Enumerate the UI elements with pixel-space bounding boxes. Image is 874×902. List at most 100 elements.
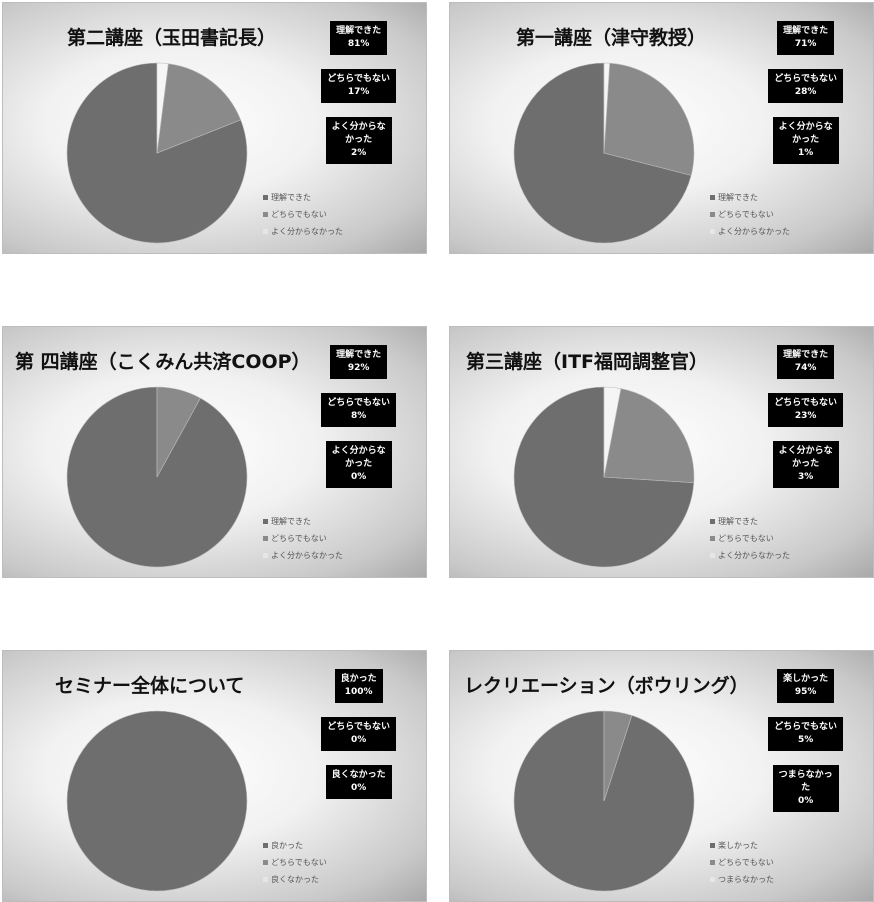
data-labels: 理解できた 92% どちらでもない 8% よく分からな かった 0%: [321, 345, 396, 488]
data-label-1: どちらでもない 8%: [321, 393, 396, 427]
legend-swatch: [263, 519, 268, 524]
legend-label: 良くなかった: [271, 875, 319, 884]
legend-label: どちらでもない: [718, 210, 774, 219]
legend-label: 理解できた: [718, 517, 758, 526]
chart-panel-4: セミナー全体について 良かった 100% どちらでもない 0% 良くなかった 0% 良かったど…: [2, 650, 427, 902]
legend-entry: どちらでもない: [710, 854, 774, 871]
data-label-value: 2%: [350, 148, 367, 158]
data-label-1: どちらでもない 28%: [768, 69, 843, 103]
legend-label: よく分からなかった: [271, 551, 343, 560]
legend-entry: よく分からなかった: [263, 547, 343, 564]
data-label-text: つまらなかっ: [778, 770, 833, 780]
legend: 良かったどちらでもない 良くなかった: [263, 837, 327, 888]
data-labels: 理解できた 71% どちらでもない 28% よく分からな かった 1%: [768, 21, 843, 164]
pie-slice-0: [66, 386, 248, 568]
legend-label: 理解できた: [718, 193, 758, 202]
legend-entry: よく分からなかった: [710, 547, 790, 564]
legend-swatch: [710, 519, 715, 524]
data-label-text: かった: [792, 459, 820, 469]
legend: 理解できた どちらでもない よく分からなかった: [263, 189, 343, 240]
chart-title: セミナー全体について: [55, 675, 245, 697]
data-label-value: 5%: [797, 735, 814, 745]
data-label-0: 良かった 100%: [334, 669, 383, 703]
data-label-0: 理解できた 74%: [777, 345, 835, 379]
data-labels: 楽しかった 95% どちらでもない 5% つまらなかった 0%: [768, 669, 843, 812]
data-label-text: よく分からな: [331, 122, 386, 132]
data-label-text: 良かった: [340, 674, 377, 684]
data-label-2: 良くなかった 0%: [325, 765, 392, 799]
data-label-value: 95%: [794, 687, 817, 697]
data-labels: 理解できた 74% どちらでもない 23% よく分からな かった 3%: [768, 345, 843, 488]
data-label-2: よく分からな かった 0%: [325, 441, 392, 488]
data-label-value: 81%: [347, 39, 370, 49]
legend-label: どちらでもない: [718, 858, 774, 867]
pie-chart: [513, 386, 695, 568]
data-label-1: どちらでもない 17%: [321, 69, 396, 103]
data-label-value: 92%: [347, 363, 370, 373]
legend-entry: 良くなかった: [263, 871, 327, 888]
pie-slice-0: [66, 710, 248, 892]
legend-entry: 理解できた: [263, 189, 343, 206]
legend-label: よく分からなかった: [718, 227, 790, 236]
data-label-value: 8%: [350, 411, 367, 421]
data-label-text: 良くなかった: [331, 770, 386, 780]
legend-entry: 理解できた: [710, 189, 790, 206]
legend-entry: どちらでもない: [263, 530, 343, 547]
data-label-value: 0%: [350, 472, 367, 482]
chart-panel-0: 第二講座（玉田書記長） 理解できた 81% どちらでもない 17% よく分からな かった 2%…: [2, 2, 427, 254]
pie-chart: [513, 62, 695, 244]
data-label-text: よく分からな: [778, 446, 833, 456]
data-label-0: 理解できた 71%: [777, 21, 835, 55]
data-label-1: どちらでもない 23%: [768, 393, 843, 427]
legend: 理解できた どちらでもない よく分からなかった: [710, 513, 790, 564]
chart-panel-5: レクリエーション（ボウリング） 楽しかった 95% どちらでもない 5% つまらなかった 0…: [449, 650, 874, 902]
data-label-text: どちらでもない: [774, 722, 837, 732]
chart-title: 第 四講座（こくみん共済COOP）: [15, 351, 311, 373]
data-label-text: かった: [345, 459, 373, 469]
data-label-0: 理解できた 92%: [330, 345, 388, 379]
legend-entry: よく分からなかった: [710, 223, 790, 240]
legend-swatch: [263, 843, 268, 848]
data-label-text: 理解できた: [336, 26, 382, 36]
pie-slice-1: [603, 388, 695, 483]
chart-title: 第一講座（津守教授）: [516, 27, 707, 49]
legend-swatch: [710, 212, 715, 217]
pie-slice-1: [156, 63, 242, 154]
legend-swatch: [263, 860, 268, 865]
data-label-text: 理解できた: [783, 350, 829, 360]
legend-entry: つまらなかった: [710, 871, 774, 888]
data-label-text: どちらでもない: [327, 722, 390, 732]
chart-panel-1: 第一講座（津守教授） 理解できた 71% どちらでもない 28% よく分からな かった 1% 理…: [449, 2, 874, 254]
data-label-0: 楽しかった 95%: [777, 669, 835, 703]
data-label-value: 3%: [797, 472, 814, 482]
data-label-text: かった: [345, 135, 373, 145]
data-label-value: 23%: [794, 411, 817, 421]
data-label-value: 0%: [797, 796, 814, 806]
legend-label: どちらでもない: [271, 210, 327, 219]
legend-entry: どちらでもない: [263, 854, 327, 871]
legend-swatch: [710, 843, 715, 848]
data-label-text: どちらでもない: [327, 74, 390, 84]
data-label-value: 1%: [797, 148, 814, 158]
chart-panel-3: 第三講座（ITF福岡調整官） 理解できた 74% どちらでもない 23% よく分からな かっ…: [449, 326, 874, 578]
pie-chart: [66, 710, 248, 892]
data-label-text: どちらでもない: [774, 398, 837, 408]
pie-slice-1: [156, 386, 201, 478]
data-label-2: つまらなかった 0%: [772, 765, 839, 812]
legend-swatch: [263, 195, 268, 200]
data-label-1: どちらでもない 5%: [768, 717, 843, 751]
legend-label: どちらでもない: [271, 858, 327, 867]
data-label-text: 理解できた: [336, 350, 382, 360]
legend-swatch: [710, 860, 715, 865]
legend-label: 良かった: [271, 841, 303, 850]
data-label-value: 28%: [794, 87, 817, 97]
legend-label: よく分からなかった: [718, 551, 790, 560]
pie-slice-2: [156, 62, 169, 154]
data-label-2: よく分からな かった 1%: [772, 117, 839, 164]
legend-label: 理解できた: [271, 517, 311, 526]
legend-swatch: [710, 195, 715, 200]
legend: 理解できたどちらでもないよく分からなかった: [263, 513, 343, 564]
chart-title: レクリエーション（ボウリング）: [464, 675, 749, 697]
legend-entry: どちらでもない: [710, 206, 790, 223]
legend-label: 理解できた: [271, 193, 311, 202]
